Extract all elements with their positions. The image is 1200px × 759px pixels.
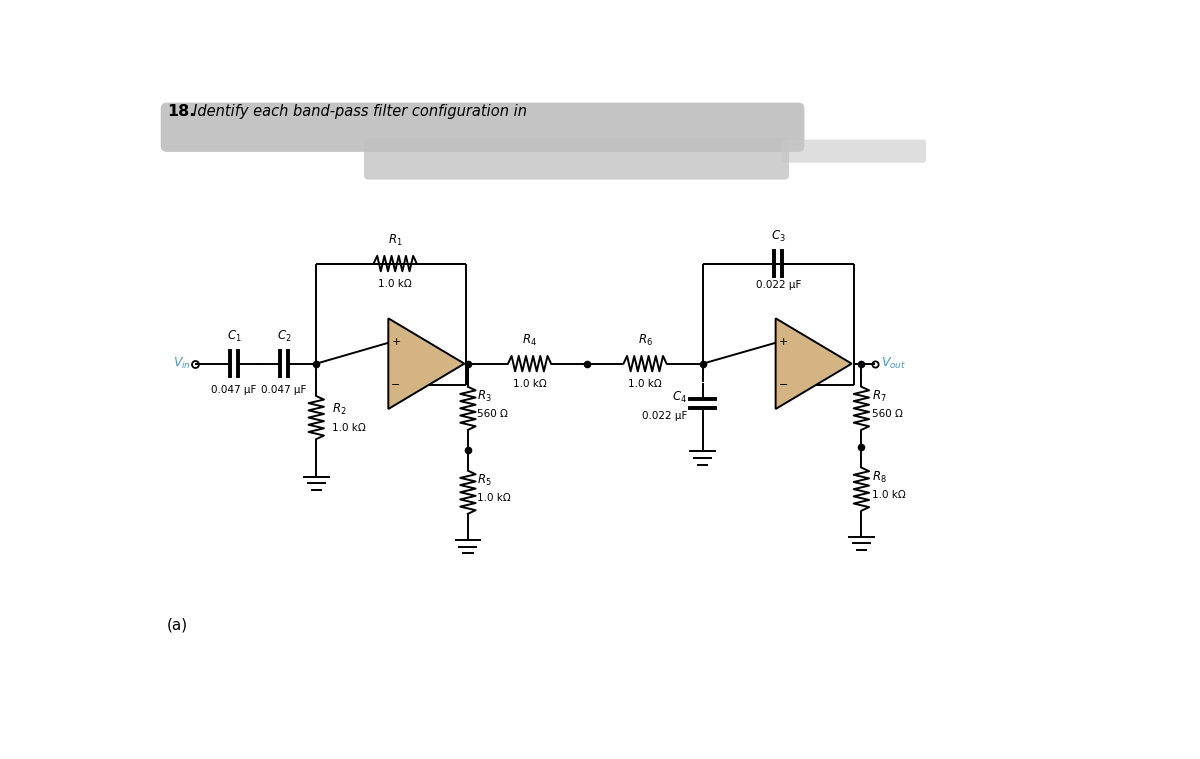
Text: $V_{in}$: $V_{in}$ xyxy=(173,356,191,371)
FancyBboxPatch shape xyxy=(781,140,926,162)
Text: $C_3$: $C_3$ xyxy=(770,228,786,244)
Text: $V_{out}$: $V_{out}$ xyxy=(881,356,906,371)
Text: 560 Ω: 560 Ω xyxy=(872,409,904,420)
Text: $R_7$: $R_7$ xyxy=(872,389,887,405)
FancyBboxPatch shape xyxy=(161,102,804,152)
Text: $R_4$: $R_4$ xyxy=(522,333,536,348)
Text: 0.047 μF: 0.047 μF xyxy=(262,386,306,395)
Text: $R_8$: $R_8$ xyxy=(872,470,887,485)
Text: $R_5$: $R_5$ xyxy=(478,473,492,488)
Text: 1.0 kΩ: 1.0 kΩ xyxy=(628,379,662,389)
Polygon shape xyxy=(775,318,852,409)
Text: +: + xyxy=(391,337,401,348)
Text: +: + xyxy=(779,337,788,348)
Text: 1.0 kΩ: 1.0 kΩ xyxy=(512,379,546,389)
Text: 1.0 kΩ: 1.0 kΩ xyxy=(872,490,906,500)
Text: 1.0 kΩ: 1.0 kΩ xyxy=(378,279,412,289)
Text: Identify each band-pass filter configuration in: Identify each band-pass filter configura… xyxy=(193,104,527,119)
Text: 1.0 kΩ: 1.0 kΩ xyxy=(478,493,511,503)
Text: $C_2$: $C_2$ xyxy=(276,329,292,344)
Text: 0.022 μF: 0.022 μF xyxy=(756,281,800,291)
Text: $C_1$: $C_1$ xyxy=(227,329,241,344)
Text: $C_4$: $C_4$ xyxy=(672,390,688,405)
Text: $R_6$: $R_6$ xyxy=(637,333,653,348)
Text: $R_2$: $R_2$ xyxy=(331,402,347,417)
FancyBboxPatch shape xyxy=(364,138,790,180)
Polygon shape xyxy=(389,318,464,409)
Text: 560 Ω: 560 Ω xyxy=(478,409,508,420)
Text: 18.: 18. xyxy=(167,104,196,119)
Text: $R_3$: $R_3$ xyxy=(478,389,492,405)
Text: 0.047 μF: 0.047 μF xyxy=(211,386,257,395)
Text: −: − xyxy=(391,380,401,390)
Text: $R_1$: $R_1$ xyxy=(388,233,402,248)
Text: −: − xyxy=(779,380,788,390)
Text: 0.022 μF: 0.022 μF xyxy=(642,411,688,421)
Text: (a): (a) xyxy=(167,618,188,633)
Text: 1.0 kΩ: 1.0 kΩ xyxy=(331,424,365,433)
